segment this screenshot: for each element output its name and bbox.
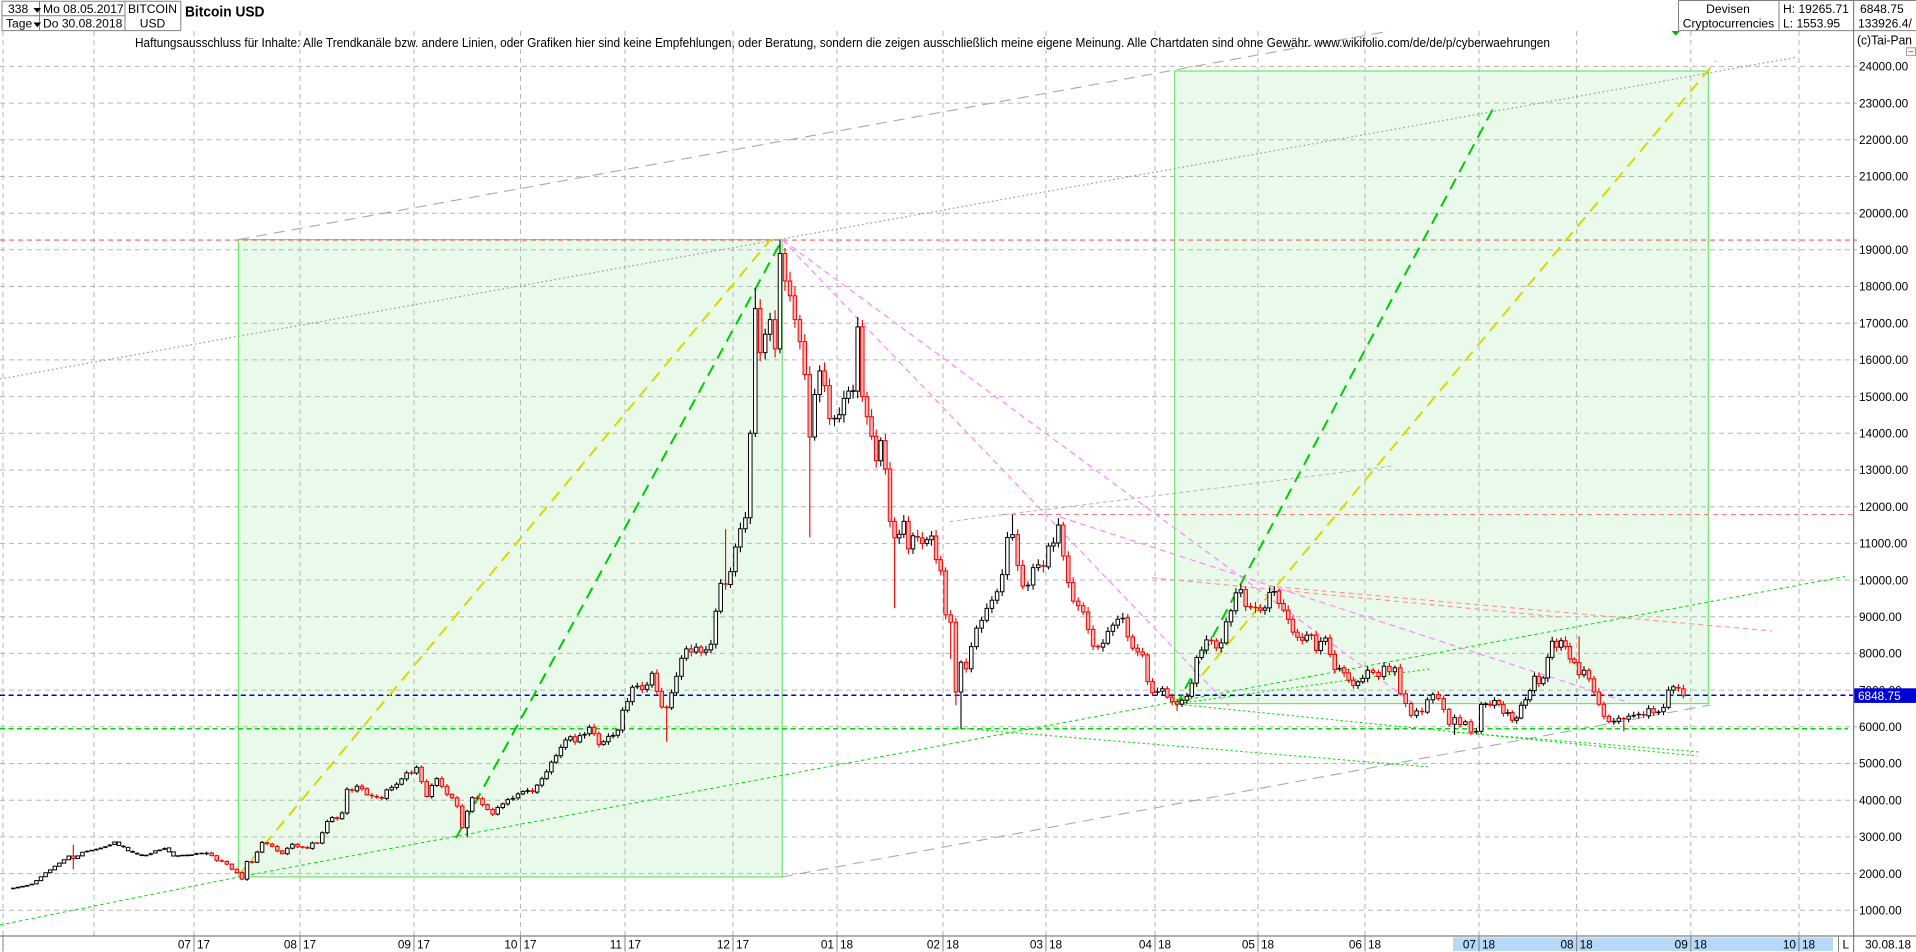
svg-text:18: 18 — [1261, 937, 1275, 951]
svg-text:05: 05 — [1242, 937, 1256, 951]
svg-text:18: 18 — [1368, 937, 1382, 951]
svg-text:02: 02 — [927, 937, 940, 951]
svg-text:133926.4/: 133926.4/ — [1858, 17, 1912, 31]
svg-text:10: 10 — [1783, 937, 1797, 951]
svg-text:18: 18 — [946, 937, 960, 951]
svg-text:23000.00: 23000.00 — [1859, 96, 1909, 110]
svg-text:18: 18 — [1802, 937, 1816, 951]
svg-text:17: 17 — [303, 937, 316, 951]
svg-text:22000.00: 22000.00 — [1859, 133, 1909, 147]
svg-text:6000.00: 6000.00 — [1859, 720, 1902, 734]
svg-text:3000.00: 3000.00 — [1859, 830, 1902, 844]
svg-text:21000.00: 21000.00 — [1859, 170, 1909, 184]
svg-text:10: 10 — [504, 937, 518, 951]
svg-text:09: 09 — [1675, 937, 1688, 951]
svg-text:USD: USD — [140, 17, 166, 31]
svg-text:338: 338 — [8, 2, 28, 16]
svg-text:8000.00: 8000.00 — [1859, 647, 1902, 661]
svg-text:13000.00: 13000.00 — [1859, 463, 1909, 477]
svg-text:30.08.18: 30.08.18 — [1865, 937, 1911, 951]
svg-text:03: 03 — [1030, 937, 1044, 951]
svg-text:H: 19265.71: H: 19265.71 — [1783, 2, 1849, 16]
svg-text:17: 17 — [417, 937, 430, 951]
svg-text:Cryptocurrencies: Cryptocurrencies — [1683, 17, 1774, 31]
svg-text:08: 08 — [284, 937, 298, 951]
svg-text:17: 17 — [197, 937, 210, 951]
svg-text:9000.00: 9000.00 — [1859, 610, 1902, 624]
svg-text:20000.00: 20000.00 — [1859, 206, 1909, 220]
svg-text:01: 01 — [821, 937, 834, 951]
svg-text:11: 11 — [610, 937, 622, 951]
svg-text:18: 18 — [1580, 937, 1594, 951]
svg-text:2000.00: 2000.00 — [1859, 867, 1902, 881]
svg-text:6848.75: 6848.75 — [1858, 689, 1901, 703]
svg-text:17: 17 — [524, 937, 537, 951]
svg-text:6848.75: 6848.75 — [1860, 2, 1904, 16]
svg-text:18: 18 — [1158, 937, 1172, 951]
svg-text:11000.00: 11000.00 — [1859, 537, 1908, 551]
svg-text:16000.00: 16000.00 — [1859, 353, 1909, 367]
svg-text:L: L — [1843, 937, 1850, 951]
svg-text:18: 18 — [1694, 937, 1708, 951]
svg-text:Tage: Tage — [6, 17, 32, 31]
svg-text:Haftungsausschluss für Inhalte: Haftungsausschluss für Inhalte: Alle Tre… — [135, 35, 1550, 50]
svg-text:12000.00: 12000.00 — [1859, 500, 1909, 514]
svg-text:08: 08 — [1560, 937, 1574, 951]
svg-text:17: 17 — [736, 937, 749, 951]
svg-text:07: 07 — [178, 937, 191, 951]
svg-text:Do 30.08.2018: Do 30.08.2018 — [43, 17, 123, 31]
svg-text:19000.00: 19000.00 — [1859, 243, 1909, 257]
svg-text:L: 1553.95: L: 1553.95 — [1783, 17, 1840, 31]
svg-text:18: 18 — [1049, 937, 1063, 951]
svg-text:12: 12 — [717, 937, 730, 951]
svg-text:24000.00: 24000.00 — [1859, 60, 1909, 74]
svg-text:17000.00: 17000.00 — [1859, 316, 1909, 330]
svg-text:18: 18 — [840, 937, 854, 951]
svg-text:06: 06 — [1349, 937, 1363, 951]
svg-text:09: 09 — [398, 937, 411, 951]
svg-text:10000.00: 10000.00 — [1859, 573, 1909, 587]
svg-text:4000.00: 4000.00 — [1859, 793, 1902, 807]
svg-text:Bitcoin USD: Bitcoin USD — [185, 4, 265, 21]
svg-text:5000.00: 5000.00 — [1859, 757, 1902, 771]
svg-text:14000.00: 14000.00 — [1859, 427, 1909, 441]
svg-text:17: 17 — [628, 937, 641, 951]
svg-text:18: 18 — [1482, 937, 1496, 951]
svg-text:1000.00: 1000.00 — [1859, 904, 1902, 918]
svg-text:Mo 08.05.2017: Mo 08.05.2017 — [43, 2, 124, 16]
svg-text:18000.00: 18000.00 — [1859, 280, 1909, 294]
svg-text:Devisen: Devisen — [1706, 2, 1750, 16]
svg-text:15000.00: 15000.00 — [1859, 390, 1909, 404]
svg-text:04: 04 — [1139, 937, 1153, 951]
svg-text:(c)Tai-Pan: (c)Tai-Pan — [1857, 33, 1912, 48]
svg-text:07: 07 — [1463, 937, 1476, 951]
svg-text:BITCOIN: BITCOIN — [128, 2, 177, 16]
